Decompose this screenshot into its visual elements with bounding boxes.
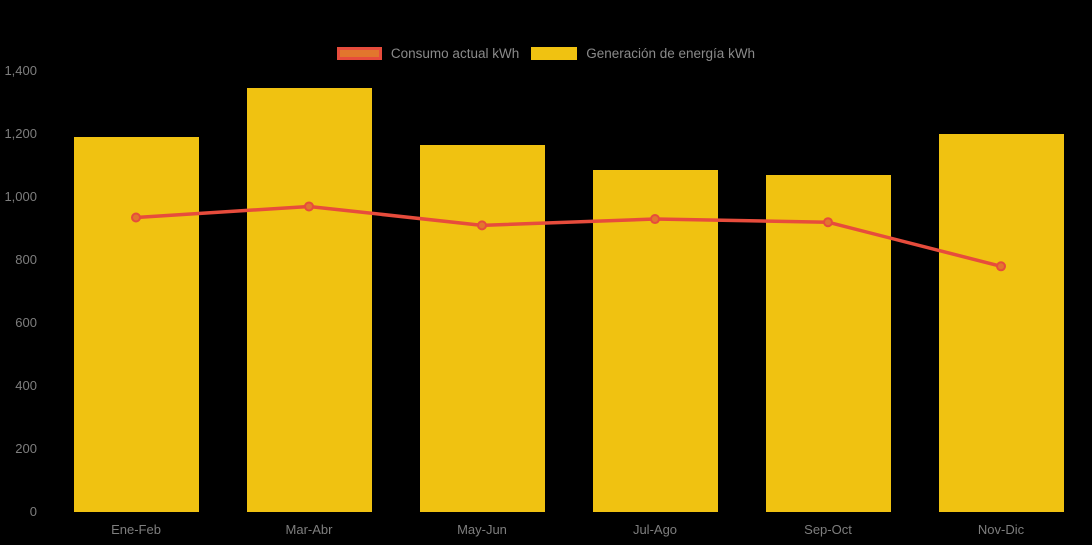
line-point-jul-ago[interactable] — [650, 214, 660, 225]
line-point-may-jun[interactable] — [477, 220, 487, 231]
legend-label-generacion-energia: Generación de energía kWh — [586, 46, 756, 61]
bar-nov-dic[interactable] — [938, 134, 1064, 512]
bar-may-jun[interactable] — [419, 145, 545, 512]
x-axis-label-jul-ago: Jul-Ago — [632, 522, 678, 537]
y-axis-label-1-000: 1,000 — [4, 189, 37, 204]
bar-mar-abr[interactable] — [246, 88, 372, 512]
legend-label-consumo-actual: Consumo actual kWh — [390, 46, 520, 61]
bar-ene-feb[interactable] — [73, 137, 199, 512]
line-point-sep-oct[interactable] — [823, 217, 833, 228]
line-series-swatch-icon — [336, 47, 382, 60]
x-axis-label-nov-dic: Nov-Dic — [977, 522, 1025, 537]
y-axis-label-200: 200 — [15, 441, 37, 456]
y-axis-label-800: 800 — [15, 252, 37, 267]
line-point-nov-dic[interactable] — [996, 261, 1006, 272]
x-axis-label-ene-feb: Ene-Feb — [111, 522, 161, 537]
x-axis-label-mar-abr: Mar-Abr — [285, 522, 333, 537]
x-axis-label-sep-oct: Sep-Oct — [804, 522, 852, 537]
line-point-ene-feb[interactable] — [131, 212, 141, 223]
legend-item-generacion-energia[interactable]: Generación de energía kWh — [531, 46, 755, 61]
legend: Consumo actual kWh Generación de energía… — [0, 46, 1092, 61]
y-axis-label-400: 400 — [15, 378, 37, 393]
x-axis-label-may-jun: May-Jun — [457, 522, 507, 537]
y-axis-label-0: 0 — [29, 504, 37, 519]
bar-series-swatch-icon — [531, 47, 578, 60]
legend-item-consumo-actual[interactable]: Consumo actual kWh — [336, 46, 520, 61]
line-point-mar-abr[interactable] — [304, 201, 314, 212]
y-axis-label-1-400: 1,400 — [4, 63, 37, 78]
y-axis-label-1-200: 1,200 — [4, 126, 37, 141]
y-axis-label-600: 600 — [15, 315, 37, 330]
